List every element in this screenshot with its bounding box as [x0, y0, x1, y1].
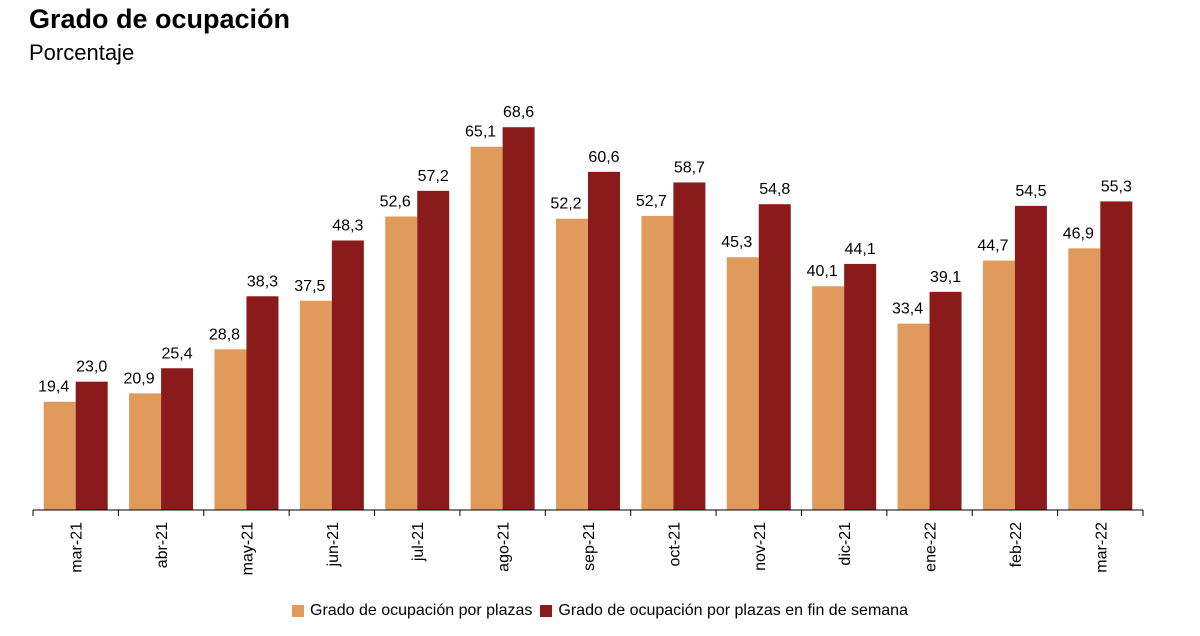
data-label-fin-de-semana: 55,3: [1101, 178, 1132, 195]
bar-fin-de-semana: [844, 263, 877, 510]
bar-plazas: [470, 146, 503, 510]
data-label-fin-de-semana: 60,6: [588, 149, 619, 166]
data-label-plazas: 65,1: [465, 124, 496, 141]
bar-fin-de-semana: [75, 381, 108, 510]
bar-fin-de-semana: [929, 291, 962, 510]
legend-label-plazas: Grado de ocupación por plazas: [310, 602, 533, 619]
data-label-plazas: 28,8: [209, 326, 240, 343]
x-axis: mar-21 abr-21 may-21 jun-21 jul-21 ago-21 sep-…: [32, 509, 1144, 575]
x-tick-label: jun-21: [325, 522, 342, 568]
data-label-plazas: 40,1: [807, 263, 838, 280]
legend-label-fin-de-semana: Grado de ocupación por plazas en fin de …: [558, 602, 908, 619]
data-label-fin-de-semana: 44,1: [845, 241, 876, 258]
legend-swatch-fin-de-semana: [540, 605, 553, 617]
bar-plazas: [556, 218, 588, 510]
bar-plazas: [129, 393, 162, 510]
bar-plazas: [43, 401, 76, 510]
bar-plazas: [897, 323, 930, 510]
data-label-fin-de-semana: 39,1: [930, 269, 961, 286]
bar-fin-de-semana: [588, 171, 620, 511]
bar-fin-de-semana: [673, 182, 706, 511]
bar-plazas: [726, 257, 759, 510]
x-tick-label: dic-21: [837, 522, 854, 566]
x-tick-label: abr-21: [154, 522, 171, 568]
bar-plazas: [299, 300, 332, 510]
bar-fin-de-semana: [502, 127, 535, 510]
bar-fin-de-semana: [331, 240, 364, 510]
data-label-fin-de-semana: 54,8: [759, 181, 790, 198]
data-label-plazas: 44,7: [977, 238, 1008, 255]
x-tick-label: ene-22: [923, 522, 940, 572]
x-tick-label: ago-21: [496, 522, 513, 572]
bars-group: [43, 127, 1133, 511]
x-tick-label: mar-21: [69, 522, 86, 573]
chart-title: Grado de ocupación: [29, 4, 291, 34]
data-label-plazas: 46,9: [1063, 225, 1094, 242]
bar-plazas: [641, 215, 674, 510]
data-label-fin-de-semana: 57,2: [418, 168, 449, 185]
bar-fin-de-semana: [246, 296, 279, 510]
x-tick-label: may-21: [239, 522, 256, 575]
bar-fin-de-semana: [1100, 201, 1133, 510]
x-tick-label: feb-22: [1008, 522, 1025, 567]
data-label-plazas: 20,9: [124, 370, 155, 387]
data-label-plazas: 52,7: [636, 193, 667, 210]
data-label-fin-de-semana: 48,3: [332, 217, 363, 234]
bar-plazas: [214, 349, 247, 510]
x-tick-label: jul-21: [410, 522, 427, 562]
bar-plazas: [812, 286, 845, 510]
legend: Grado de ocupación por plazas Grado de o…: [0, 602, 1200, 620]
bar-plazas: [1068, 248, 1101, 510]
bar-fin-de-semana: [161, 368, 194, 510]
x-tick-label: nov-21: [752, 522, 769, 571]
data-label-fin-de-semana: 38,3: [247, 273, 278, 290]
bar-plazas: [982, 260, 1015, 510]
data-label-plazas: 52,6: [380, 193, 411, 210]
data-label-fin-de-semana: 68,6: [503, 104, 534, 121]
chart-subtitle: Porcentaje: [29, 40, 135, 65]
x-tick-label: mar-22: [1093, 522, 1110, 573]
legend-swatch-plazas: [292, 605, 305, 617]
data-label-plazas: 19,4: [38, 379, 69, 396]
bar-plazas: [385, 216, 418, 510]
legend-item-plazas: Grado de ocupación por plazas: [292, 602, 532, 620]
bar-fin-de-semana: [1014, 205, 1047, 510]
x-tick-label: oct-21: [666, 522, 683, 567]
legend-item-fin-de-semana: Grado de ocupación por plazas en fin de …: [540, 602, 908, 620]
data-label-fin-de-semana: 25,4: [162, 345, 193, 362]
bar-fin-de-semana: [758, 204, 791, 510]
x-tick-label: sep-21: [581, 522, 598, 571]
data-label-fin-de-semana: 58,7: [674, 159, 705, 176]
data-label-plazas: 45,3: [721, 234, 752, 251]
data-label-fin-de-semana: 54,5: [1015, 183, 1046, 200]
bar-chart: 19,4 23,0 20,9 25,4 28,8 38,3 37,5 48,3 52,6 57,2…: [32, 104, 1144, 575]
bar-fin-de-semana: [417, 190, 450, 510]
data-label-plazas: 52,2: [550, 196, 581, 213]
value-labels-group: 19,4 23,0 20,9 25,4 28,8 38,3 37,5 48,3 52,6 57,2…: [38, 104, 1132, 396]
data-label-fin-de-semana: 23,0: [76, 359, 107, 376]
data-label-plazas: 33,4: [892, 301, 923, 318]
data-label-plazas: 37,5: [294, 278, 325, 295]
